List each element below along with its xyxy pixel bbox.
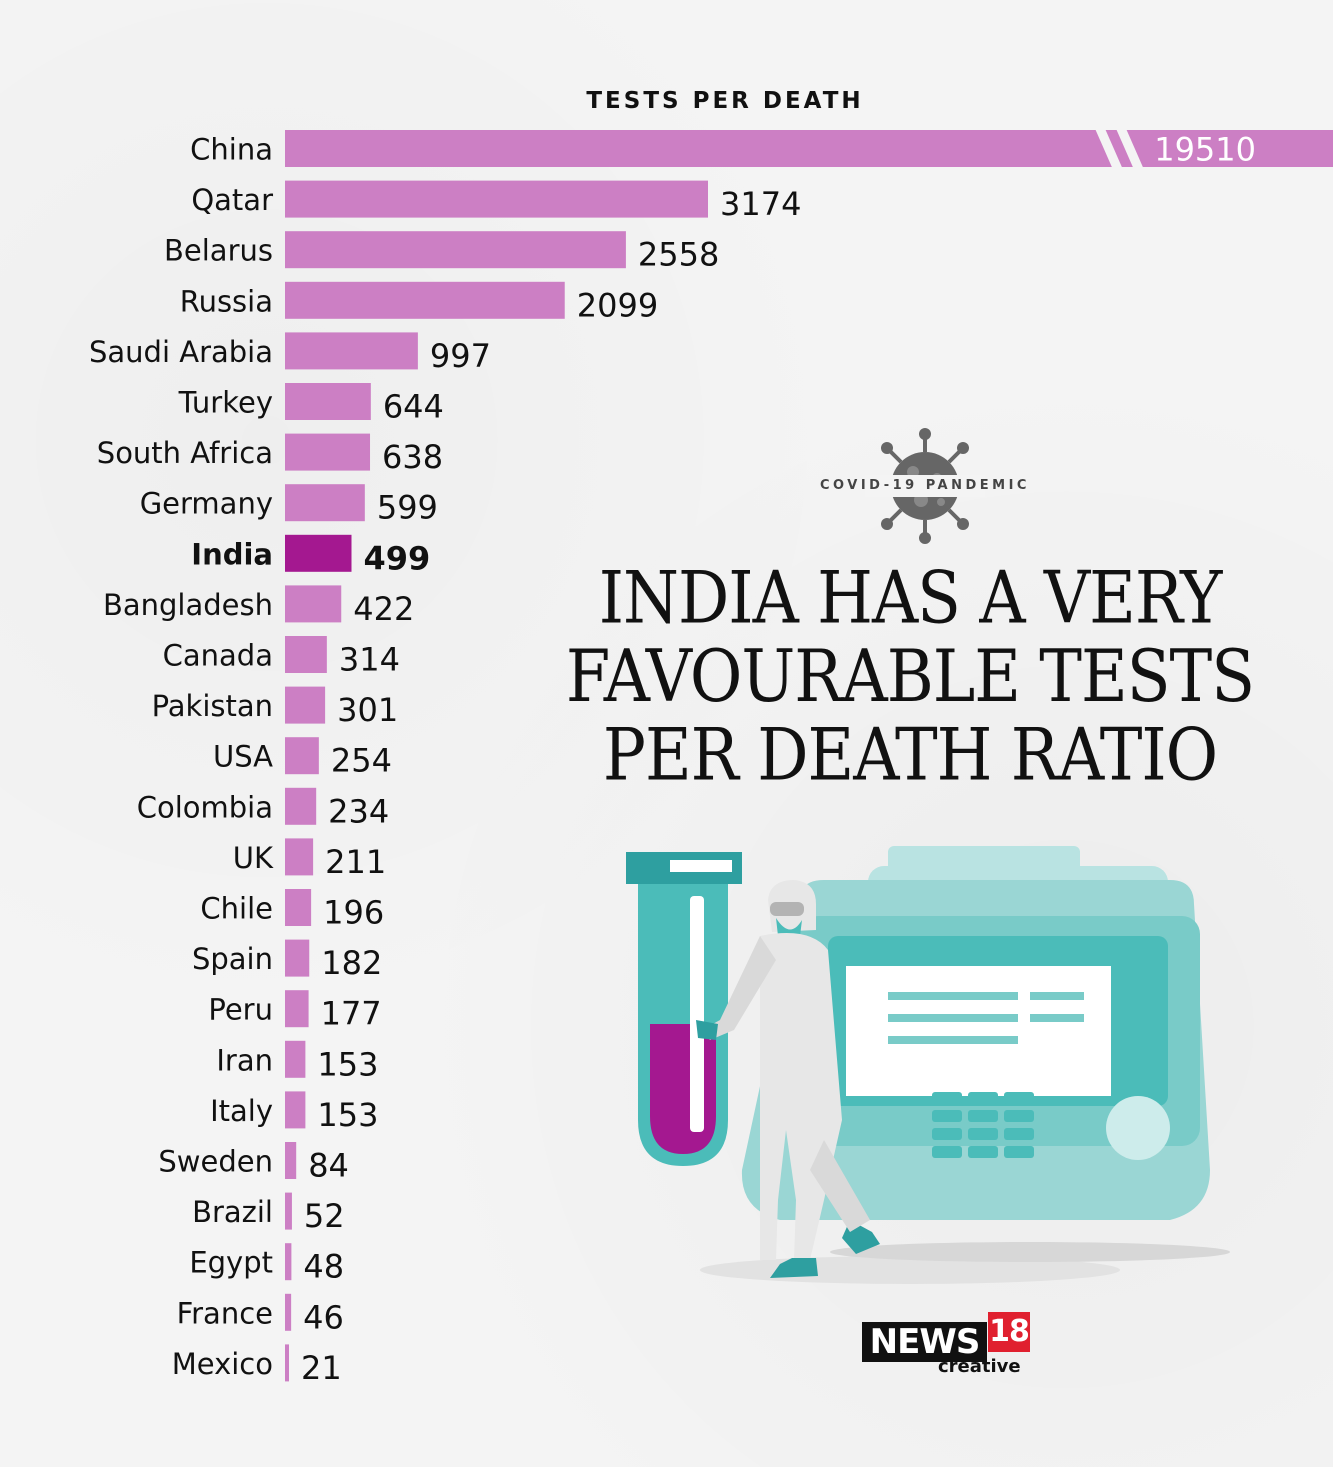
category-label-peru: Peru [208,993,273,1027]
bar-turkey [285,383,371,420]
bar-russia [285,281,565,319]
value-label-turkey: 644 [383,388,444,426]
covid-tag: COVID-19 PANDEMIC [820,478,1030,493]
category-label-france: France [177,1296,273,1330]
category-label-belarus: Belarus [164,234,273,268]
category-label-russia: Russia [180,284,273,318]
headline-line-3: PER DEATH RATIO [602,714,1218,798]
bar-india [285,534,352,572]
bar-mexico [285,1344,289,1382]
value-label-usa: 254 [331,742,392,780]
chart-title: TESTS PER DEATH [586,88,864,114]
bar-germany [285,484,365,522]
news18-logo: NEWS 18 creative [862,1310,1032,1380]
bar-uk [285,838,314,876]
value-label-uk: 211 [325,843,386,881]
category-label-turkey: Turkey [178,386,273,420]
bar-qatar [285,180,708,218]
virus-icon [865,428,985,544]
value-label-belarus: 2558 [638,236,719,274]
bar-spain [285,939,310,977]
bar-bangladesh [285,585,342,623]
category-label-south-africa: South Africa [97,436,273,470]
category-label-egypt: Egypt [189,1246,273,1280]
value-label-china: 19510 [1154,131,1256,169]
category-label-saudi-arabia: Saudi Arabia [89,335,273,369]
bar-usa [285,737,319,775]
value-label-sweden: 84 [308,1147,349,1185]
health-worker [696,880,880,1278]
bar-peru [285,990,309,1028]
bar-belarus [285,231,626,269]
category-label-bangladesh: Bangladesh [103,588,273,622]
value-label-mexico: 21 [301,1349,342,1387]
headline-line-2: FAVOURABLE TESTS [565,636,1255,720]
category-label-qatar: Qatar [191,183,273,217]
logo-creative-text: creative [938,1356,1021,1377]
category-label-pakistan: Pakistan [152,689,273,723]
headline: INDIA HAS A VERY FAVOURABLE TESTS PER DE… [540,560,1280,795]
value-label-egypt: 48 [303,1248,344,1286]
bar-france [285,1293,292,1331]
value-label-qatar: 3174 [720,185,801,223]
bar-brazil [285,1192,292,1230]
value-label-germany: 599 [377,489,438,527]
value-label-south-africa: 638 [382,438,443,476]
lab-illustration [626,846,1230,1284]
bar-pakistan [285,686,326,724]
bar-iran [285,1040,306,1078]
bar-china [285,130,1333,167]
category-label-brazil: Brazil [192,1195,273,1229]
category-label-uk: UK [233,841,274,875]
value-label-bangladesh: 422 [353,590,414,628]
bar-south-africa [285,433,371,471]
headline-line-1: INDIA HAS A VERY [598,557,1223,641]
value-label-iran: 153 [317,1045,378,1083]
category-label-germany: Germany [140,487,273,521]
value-label-saudi-arabia: 997 [430,337,491,375]
category-label-sweden: Sweden [158,1145,273,1179]
value-label-canada: 314 [339,641,400,679]
logo-number: 18 [988,1312,1030,1352]
bar-saudi-arabia [285,332,418,370]
category-label-china: China [190,133,273,167]
category-label-chile: Chile [200,892,273,926]
bar-canada [285,636,327,673]
value-label-france: 46 [303,1298,344,1336]
test-tube [626,852,742,1166]
bar-italy [285,1091,306,1129]
value-label-india: 499 [364,539,431,577]
value-label-peru: 177 [321,995,382,1033]
value-label-italy: 153 [317,1096,378,1134]
category-label-india: India [191,537,273,571]
category-label-italy: Italy [210,1094,273,1128]
bar-egypt [285,1243,292,1281]
value-label-spain: 182 [321,944,382,982]
value-label-brazil: 52 [304,1197,345,1235]
category-label-iran: Iran [216,1043,273,1077]
axis-break-mark [1093,123,1149,182]
value-label-russia: 2099 [577,286,658,324]
value-label-colombia: 234 [328,792,389,830]
bar-colombia [285,787,317,825]
category-label-usa: USA [213,740,273,774]
pcr-machine [741,846,1210,1220]
bar-sweden [285,1142,297,1179]
bar-chile [285,889,312,926]
category-label-canada: Canada [163,639,273,673]
category-label-colombia: Colombia [137,790,273,824]
value-label-chile: 196 [323,894,384,932]
logo-news-text: NEWS [862,1322,987,1362]
category-label-spain: Spain [192,942,273,976]
category-label-mexico: Mexico [172,1347,273,1381]
value-label-pakistan: 301 [337,691,398,729]
